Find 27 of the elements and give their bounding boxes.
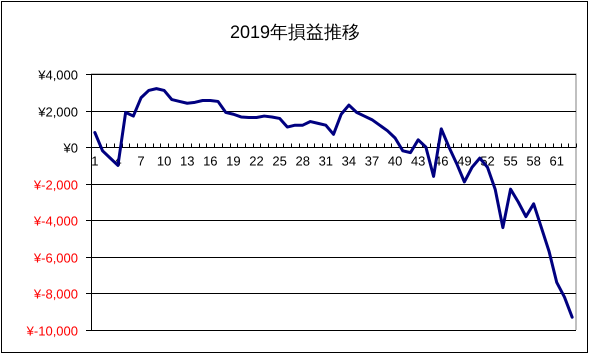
x-tick-label: 13 bbox=[180, 154, 194, 168]
y-tick-label: ¥0 bbox=[62, 140, 78, 156]
x-tick-label: 49 bbox=[457, 154, 472, 168]
x-tick-label: 28 bbox=[295, 154, 310, 168]
x-tick-label: 10 bbox=[156, 154, 172, 168]
x-tick-label: 22 bbox=[249, 154, 264, 168]
x-tick-label: 43 bbox=[410, 154, 426, 168]
x-tick-label: 16 bbox=[203, 154, 218, 168]
x-tick-label: 55 bbox=[503, 154, 518, 168]
y-tick-label: ¥-10,000 bbox=[26, 324, 78, 338]
y-tick-label: ¥-8,000 bbox=[32, 286, 78, 302]
x-tick-label: 31 bbox=[318, 154, 334, 168]
x-tick-label: 7 bbox=[137, 154, 145, 168]
y-tick-label: ¥-2,000 bbox=[32, 178, 78, 192]
x-tick-label: 25 bbox=[272, 154, 287, 168]
y-tick-label: ¥-6,000 bbox=[32, 250, 78, 266]
x-tick-label: 61 bbox=[550, 154, 564, 168]
x-tick-label: 1 bbox=[91, 154, 98, 168]
y-tick-label: ¥-4,000 bbox=[32, 214, 78, 228]
x-tick-label: 40 bbox=[388, 154, 402, 168]
chart-title: 2019年損益推移 bbox=[230, 22, 360, 42]
x-tick-label: 19 bbox=[226, 154, 241, 168]
y-tick-label: ¥4,000 bbox=[37, 68, 78, 82]
y-tick-label: ¥2,000 bbox=[37, 104, 78, 120]
x-tick-label: 58 bbox=[526, 154, 541, 168]
x-tick-label: 37 bbox=[364, 154, 380, 168]
x-tick-label: 34 bbox=[342, 154, 356, 168]
